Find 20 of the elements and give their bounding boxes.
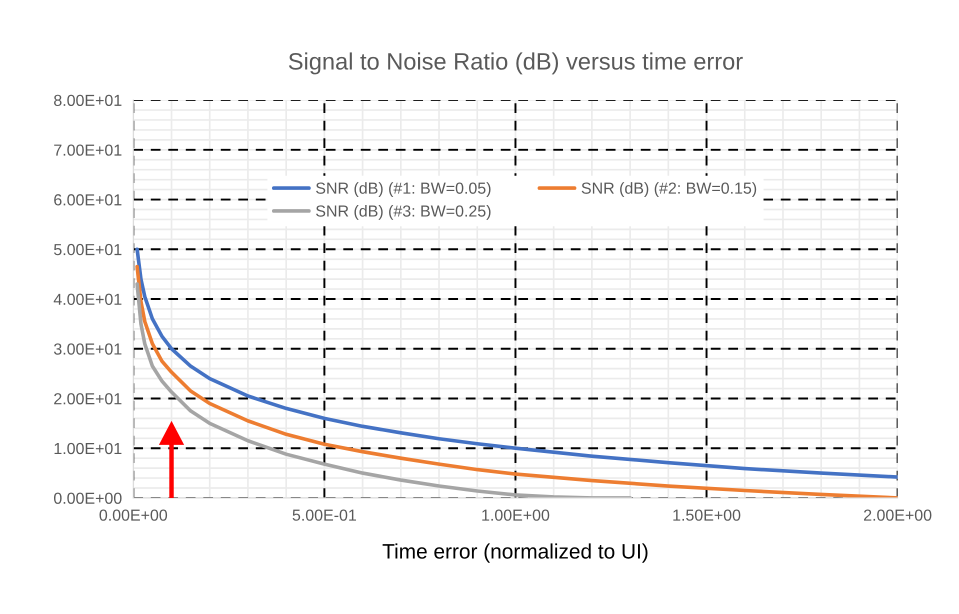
x-tick-label: 5.00E-01 bbox=[292, 509, 356, 521]
y-tick-label: 0.00E+00 bbox=[54, 492, 122, 504]
legend-label: SNR (dB) (#3: BW=0.25) bbox=[316, 204, 491, 220]
y-tick-label: 2.00E+01 bbox=[54, 393, 122, 404]
y-tick-label: 3.00E+01 bbox=[54, 343, 122, 355]
y-tick-label: 4.00E+01 bbox=[54, 294, 122, 305]
legend-label: SNR (dB) (#2: BW=0.15) bbox=[582, 182, 756, 197]
y-tick-label: 7.00E+01 bbox=[54, 144, 122, 156]
chart-title: Signal to Noise Ratio (dB) versus time error bbox=[288, 52, 743, 74]
line-series bbox=[135, 282, 632, 498]
x-axis-title: Time error (normalized to UI) bbox=[382, 543, 648, 563]
x-tick-label: 1.50E+00 bbox=[673, 509, 740, 521]
y-tick-label: 6.00E+01 bbox=[54, 194, 122, 206]
x-tick-label: 0.00E+00 bbox=[100, 509, 168, 521]
y-tick-label: 5.00E+01 bbox=[54, 244, 122, 256]
legend-label: SNR (dB) (#1: BW=0.05) bbox=[316, 182, 491, 197]
x-tick-label: 2.00E+00 bbox=[864, 509, 932, 521]
x-tick-label: 1.00E+00 bbox=[482, 509, 550, 521]
y-tick-label: 8.00E+01 bbox=[54, 94, 122, 106]
y-tick-label: 1.00E+01 bbox=[54, 442, 122, 454]
